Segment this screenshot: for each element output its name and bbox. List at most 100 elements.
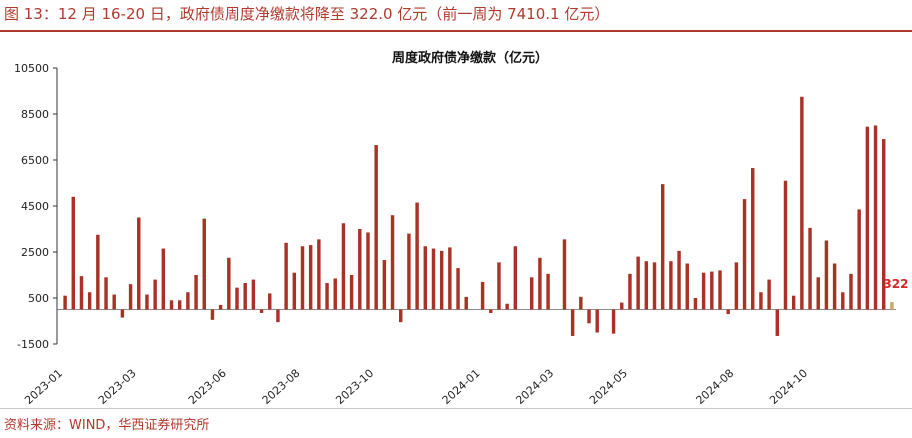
x-tick-label: 2023-10 — [333, 367, 376, 406]
bar — [300, 246, 305, 310]
bar — [456, 268, 460, 310]
title-rule — [0, 30, 912, 32]
x-axis: 2023-01 2023-03 2023-06 2023-08 2023-10 2024-… — [22, 367, 810, 406]
x-tick-label: 2023-08 — [260, 367, 303, 406]
bar — [587, 309, 591, 324]
bar — [628, 273, 632, 310]
bar — [431, 248, 436, 310]
bar — [865, 126, 870, 310]
bar — [120, 309, 125, 318]
bar — [529, 277, 534, 310]
bar — [104, 277, 108, 310]
x-tick-label: 2023-06 — [186, 367, 229, 406]
bar — [824, 240, 829, 310]
bar — [759, 292, 763, 310]
bar — [538, 257, 542, 310]
bar — [579, 296, 583, 310]
bar — [832, 263, 837, 310]
y-tick-label: 4500 — [21, 200, 49, 213]
bar — [767, 279, 771, 310]
bar — [202, 218, 206, 310]
bar — [407, 233, 411, 310]
bar — [734, 262, 739, 310]
x-tick-label: 2024-03 — [513, 367, 556, 406]
bar — [726, 309, 730, 315]
bar — [128, 284, 133, 310]
bar — [349, 275, 354, 310]
bar — [800, 96, 804, 310]
bar — [358, 229, 362, 310]
last-value-label: 322 — [883, 277, 908, 291]
bar — [701, 272, 706, 310]
y-tick-label: 6500 — [21, 154, 49, 167]
bar-chart: 周度政府债净缴款（亿元） -1500 500 2500 4500 6500 8500 105… — [14, 50, 908, 406]
bar — [562, 239, 567, 310]
bar — [194, 275, 198, 310]
bar — [546, 273, 550, 310]
y-tick-label: -1500 — [17, 338, 49, 351]
x-tick-label: 2024-01 — [440, 367, 483, 406]
bar — [243, 283, 247, 310]
bar — [480, 281, 485, 310]
bar — [505, 303, 509, 310]
bar — [423, 246, 428, 310]
bar — [96, 234, 100, 310]
bar — [620, 302, 624, 310]
bar — [333, 278, 337, 310]
bar — [693, 298, 698, 310]
bar — [112, 294, 116, 310]
bar — [783, 180, 788, 310]
source-note: 资料来源：WIND，华西证券研究所 — [4, 418, 210, 433]
bar — [718, 270, 722, 310]
bar — [636, 256, 640, 310]
bar — [742, 199, 747, 310]
bar — [161, 248, 166, 310]
y-tick-label: 500 — [28, 292, 49, 305]
chart-title: 周度政府债净缴款（亿元） — [392, 50, 548, 66]
bar — [685, 263, 689, 310]
bottom-rule — [0, 408, 912, 409]
bar — [841, 292, 845, 310]
bar — [448, 247, 452, 310]
bar — [710, 271, 714, 310]
bar — [849, 273, 853, 310]
bar — [652, 262, 657, 310]
bar — [259, 309, 264, 313]
bar — [341, 223, 346, 310]
bar — [292, 272, 297, 310]
bar — [186, 292, 190, 310]
bar — [325, 283, 329, 310]
bar — [513, 246, 518, 310]
bar — [87, 292, 92, 310]
bar — [284, 242, 288, 310]
bar — [415, 202, 419, 310]
bar — [153, 279, 157, 310]
bar — [218, 304, 223, 310]
bar — [751, 168, 755, 310]
bar — [439, 250, 444, 310]
bar — [890, 302, 894, 310]
bars-group: 322 — [63, 96, 908, 336]
bar — [595, 309, 599, 333]
bar — [399, 309, 403, 323]
bar — [816, 277, 820, 310]
bar — [669, 261, 673, 310]
bar — [374, 145, 378, 310]
bar — [464, 296, 468, 310]
bar — [145, 294, 149, 310]
bar — [137, 217, 141, 310]
bar — [79, 276, 84, 310]
bar — [497, 262, 501, 310]
bar — [268, 293, 272, 310]
bar — [366, 232, 370, 310]
bar — [63, 295, 67, 310]
bar — [660, 184, 665, 310]
x-tick-label: 2023-01 — [22, 367, 65, 406]
bar — [489, 309, 493, 313]
bar — [611, 309, 616, 334]
y-tick-label: 8500 — [21, 108, 49, 121]
bar — [873, 125, 878, 310]
bar — [882, 139, 886, 310]
x-tick-label: 2023-03 — [96, 367, 139, 406]
bar — [227, 257, 231, 310]
